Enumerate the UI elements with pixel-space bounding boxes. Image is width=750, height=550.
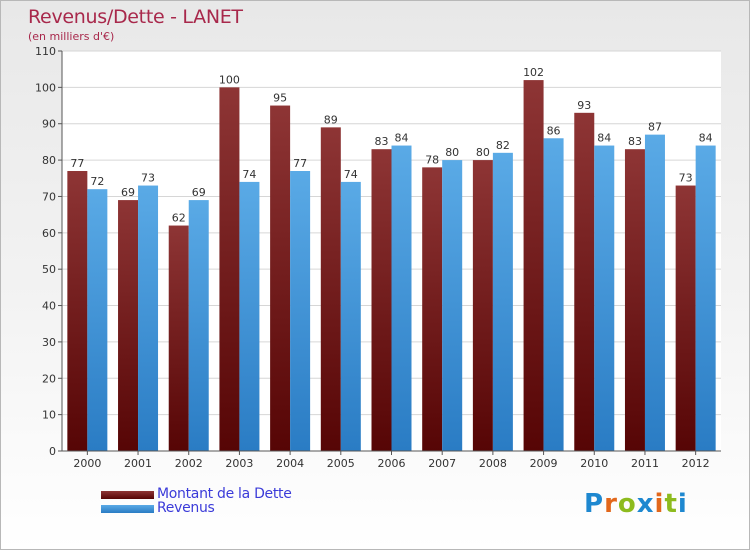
y-tick-label: 40	[42, 300, 56, 313]
bar-revenus	[138, 185, 159, 451]
x-tick-label: 2005	[327, 457, 355, 470]
bar-value-label: 95	[273, 92, 287, 105]
bar-dette	[472, 160, 493, 451]
y-tick-label: 60	[42, 227, 56, 240]
bar-dette	[168, 225, 189, 451]
y-tick-label: 70	[42, 190, 56, 203]
legend-swatch-revenus	[101, 505, 154, 513]
chart-subtitle: (en milliers d'€)	[28, 30, 115, 43]
logo-letter: t	[664, 489, 678, 519]
bar-value-label: 102	[523, 66, 544, 79]
bar-dette	[320, 127, 341, 451]
bar-revenus	[239, 181, 260, 451]
bar-value-label: 74	[242, 168, 256, 181]
legend-label-revenus: Revenus	[157, 500, 215, 516]
bar-value-label: 100	[219, 73, 240, 86]
y-tick-label: 100	[35, 81, 56, 94]
chart-title: Revenus/Dette - LANET	[28, 6, 243, 28]
logo-letter: P	[584, 489, 605, 519]
bar-dette	[675, 185, 696, 451]
logo-letter: x	[636, 489, 655, 519]
bar-revenus	[644, 134, 665, 452]
bar-value-label: 89	[324, 113, 338, 126]
bar-value-label: 82	[496, 139, 510, 152]
bar-value-label: 86	[547, 124, 561, 137]
bar-dette	[422, 167, 443, 451]
y-tick-label: 30	[42, 336, 56, 349]
logo-letter: o	[617, 489, 637, 519]
bar-value-label: 80	[445, 146, 459, 159]
bar-dette	[219, 87, 240, 451]
bar-dette	[574, 112, 595, 452]
bar-dette	[624, 149, 645, 451]
bar-dette	[67, 171, 88, 451]
bar-value-label: 84	[699, 132, 713, 145]
y-tick-label: 10	[42, 409, 56, 422]
bar-value-label: 84	[395, 132, 409, 145]
x-tick-label: 2010	[580, 457, 608, 470]
x-tick-label: 2002	[175, 457, 203, 470]
bar-revenus	[188, 200, 209, 451]
x-tick-label: 2012	[682, 457, 710, 470]
bar-value-label: 93	[577, 99, 591, 112]
bar-dette	[371, 149, 392, 451]
x-tick-label: 2001	[124, 457, 152, 470]
logo-letter: r	[604, 489, 618, 519]
bar-value-label: 73	[679, 172, 693, 185]
bar-value-label: 74	[344, 168, 358, 181]
bar-revenus	[442, 160, 463, 451]
bar-value-label: 83	[628, 135, 642, 148]
x-tick-label: 2003	[225, 457, 253, 470]
bar-dette	[270, 105, 291, 451]
logo-letter: i	[677, 489, 688, 519]
y-tick-label: 20	[42, 372, 56, 385]
bar-value-label: 83	[375, 135, 389, 148]
x-tick-label: 2011	[631, 457, 659, 470]
bar-value-label: 77	[70, 157, 84, 170]
y-tick-label: 110	[35, 45, 56, 58]
bar-value-label: 69	[192, 186, 206, 199]
bar-value-label: 62	[172, 212, 186, 225]
y-tick-label: 80	[42, 154, 56, 167]
bar-value-label: 78	[425, 153, 439, 166]
logo-letter: i	[654, 489, 665, 519]
bar-revenus	[290, 171, 311, 451]
bar-value-label: 80	[476, 146, 490, 159]
bar-revenus	[340, 181, 361, 451]
bar-value-label: 84	[597, 132, 611, 145]
legend-swatch-dette	[101, 491, 154, 499]
bar-value-label: 77	[293, 157, 307, 170]
proxiti-logo: Proxiti	[584, 489, 688, 519]
legend-label-dette: Montant de la Dette	[157, 486, 292, 502]
x-tick-label: 2004	[276, 457, 304, 470]
bar-revenus	[594, 145, 615, 451]
x-tick-label: 2006	[378, 457, 406, 470]
x-tick-label: 2007	[428, 457, 456, 470]
bar-revenus	[391, 145, 412, 451]
bar-revenus	[543, 138, 564, 452]
x-tick-label: 2009	[530, 457, 558, 470]
bar-dette	[523, 80, 544, 451]
bar-value-label: 72	[90, 175, 104, 188]
bar-revenus	[695, 145, 716, 451]
bar-value-label: 87	[648, 121, 662, 134]
bar-value-label: 73	[141, 172, 155, 185]
bar-revenus	[87, 189, 108, 451]
y-tick-label: 50	[42, 263, 56, 276]
bar-dette	[118, 200, 139, 451]
y-tick-label: 90	[42, 118, 56, 131]
bar-revenus	[492, 152, 513, 451]
x-tick-label: 2000	[73, 457, 101, 470]
bar-value-label: 69	[121, 186, 135, 199]
x-tick-label: 2008	[479, 457, 507, 470]
y-tick-label: 0	[49, 445, 56, 458]
